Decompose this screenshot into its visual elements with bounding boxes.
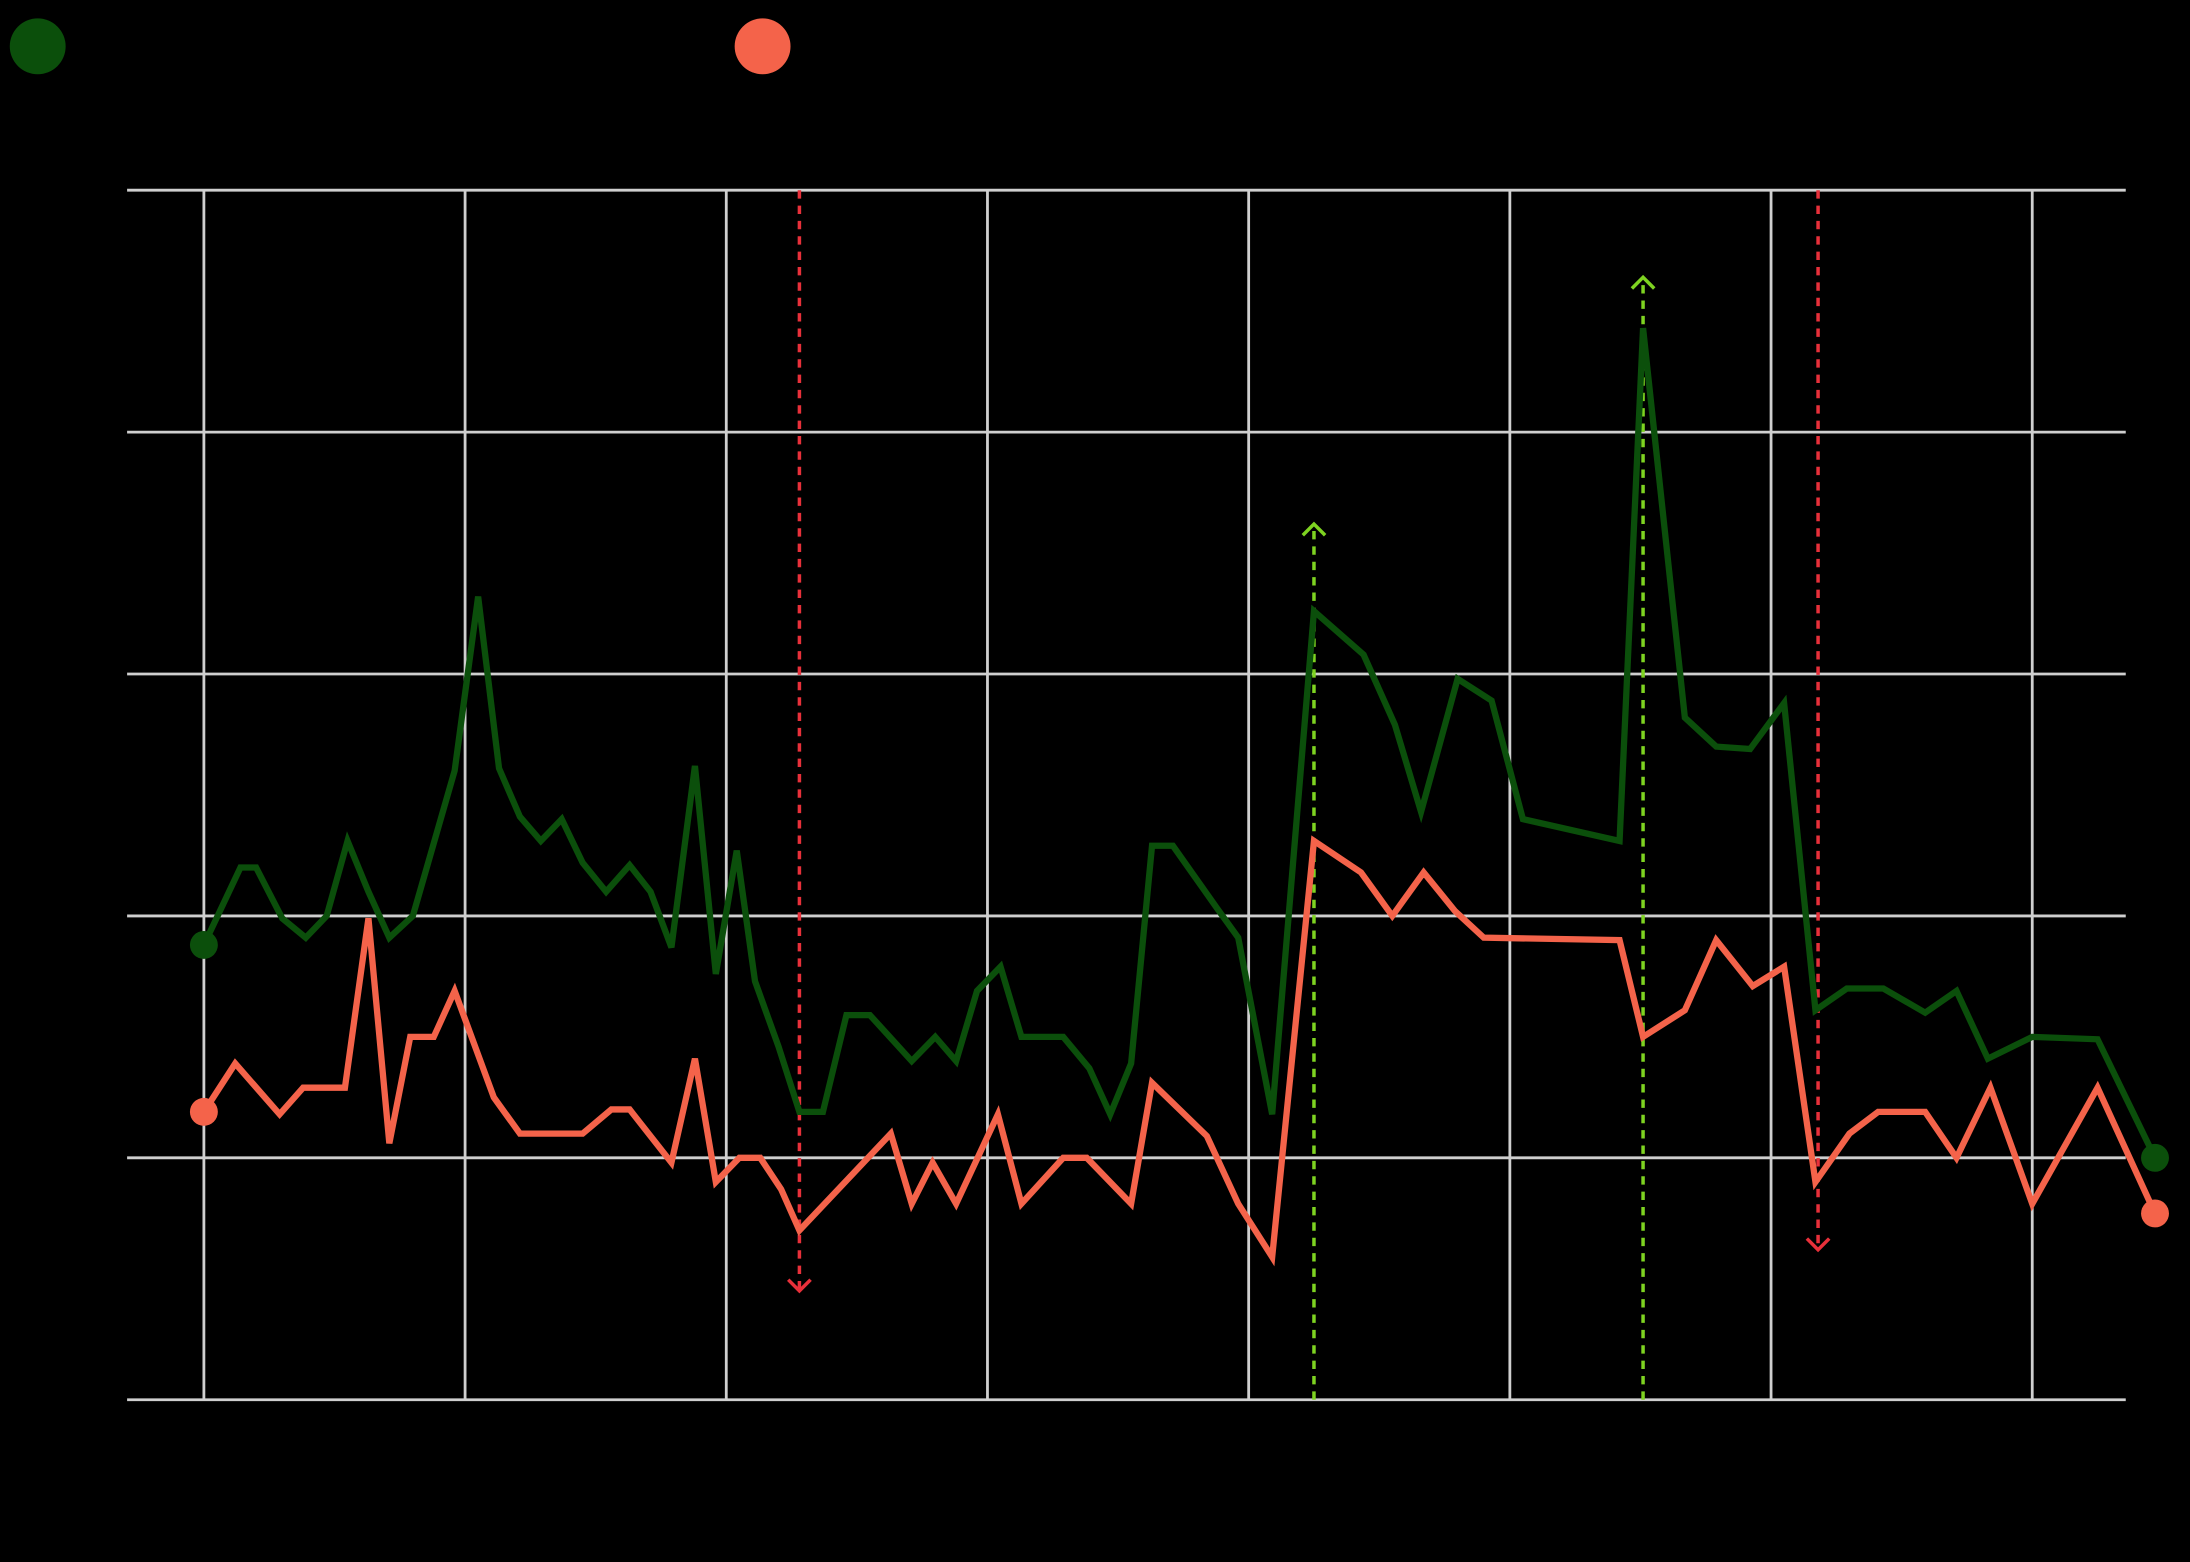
event-arrow-part [1301,521,1327,537]
x-tick-label: 5 [1504,1419,1516,1444]
event-marker [787,190,812,1294]
line [201,327,2158,1160]
y-tick-label: 0 [104,1386,116,1411]
event-arrow-part [787,1278,812,1294]
event-arrow-part [1805,1237,1831,1253]
legend-swatch [9,18,66,75]
end-dot [189,930,218,959]
line [201,835,2158,1267]
x-tick-label: 3 [981,1419,993,1444]
event-arrow-part [1630,274,1656,290]
event-marker [1805,190,1831,1253]
y-tick-label: 3 [104,660,116,685]
x-tick-label: 0 [198,1419,210,1444]
y-tick-label: 5 [104,176,116,201]
x-tick-label: 2 [720,1419,732,1444]
legend-swatch [734,18,791,75]
x-tick-label: 6 [1765,1419,1777,1444]
y-tick-label: 1 [104,1144,116,1169]
event-marker [1630,274,1656,1400]
end-dot [189,1097,218,1126]
y-tick-label: 2 [104,902,116,927]
end-dot [2141,1143,2169,1172]
event-marker [1301,521,1327,1400]
x-tick-label: 7 [2026,1419,2038,1444]
end-dot [2141,1199,2169,1228]
y-tick-label: 4 [104,418,116,443]
x-tick-label: 1 [459,1419,471,1444]
x-tick-label: 4 [1242,1419,1254,1444]
